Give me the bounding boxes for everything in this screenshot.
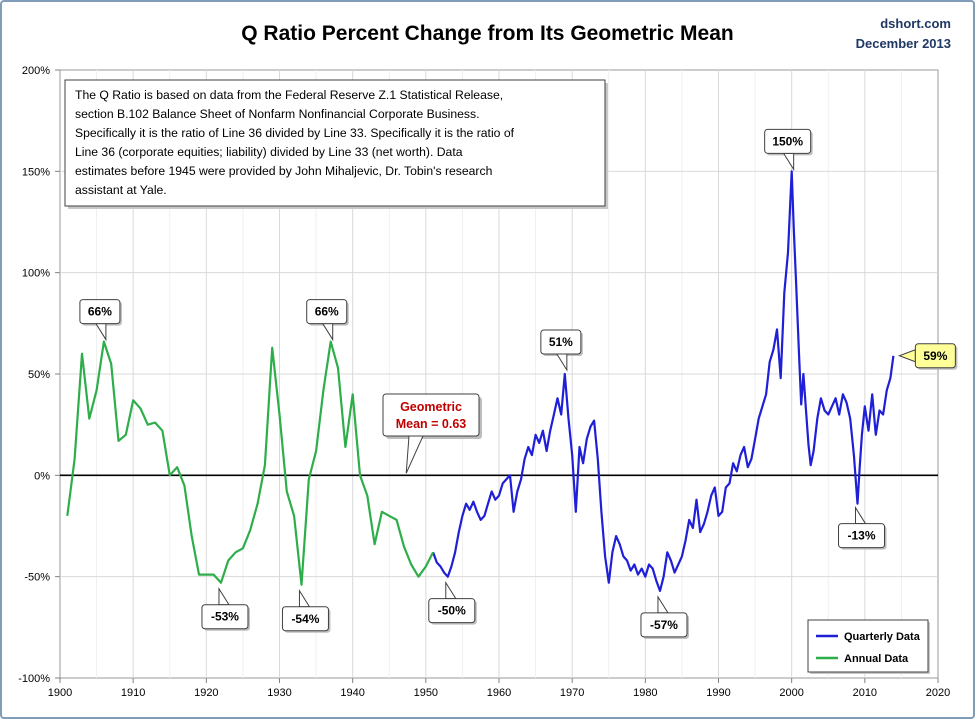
geometric-mean-callout: Geometric Mean = 0.63	[382, 393, 482, 474]
axes: 1900 1910 1920 1930 1940 1950 1960 1970 1980 1990…	[18, 65, 950, 699]
callout-neg13pct: -13%	[838, 505, 887, 550]
x-tick-label: 2020	[926, 687, 950, 699]
x-tick-label: 2000	[779, 687, 803, 699]
callout-box	[540, 329, 582, 355]
callout-neg53pct: -53%	[201, 587, 250, 631]
callout-box	[201, 604, 249, 630]
x-tick-label: 1980	[633, 687, 657, 699]
callout-box	[640, 612, 688, 638]
note-line: The Q Ratio is based on data from the Fe…	[75, 88, 503, 102]
source-credit: dshort.com December 2013	[856, 14, 951, 54]
x-tick-label: 1950	[414, 687, 438, 699]
y-tick-label: 200%	[22, 65, 50, 77]
mean-label-line1: Geometric	[400, 400, 462, 414]
x-tick-label: 1990	[706, 687, 730, 699]
callout-neg54pct: -54%	[281, 589, 331, 633]
y-tick-label: 100%	[22, 268, 50, 280]
mean-label-line2: Mean = 0.63	[396, 417, 467, 431]
callout-59pct: 59%	[897, 343, 958, 370]
callout-neg50pct: -50%	[428, 580, 477, 625]
note-line: section B.102 Balance Sheet of Nonfarm N…	[75, 107, 479, 121]
note-line: estimates before 1945 were provided by J…	[75, 164, 492, 178]
series-line-annual-data	[66, 340, 435, 586]
callout-box	[281, 606, 329, 632]
callout-label: 51%	[549, 335, 573, 349]
x-tick-label: 1930	[267, 687, 291, 699]
x-tick-label: 1910	[121, 687, 145, 699]
callout-box	[764, 128, 812, 154]
x-tick-label: 1960	[487, 687, 511, 699]
legend-label: Quarterly Data	[844, 631, 921, 643]
callout-label: 66%	[88, 305, 112, 319]
note-line: Specifically it is the ratio of Line 36 …	[75, 126, 515, 140]
note-rect	[64, 79, 606, 207]
callout-box	[838, 523, 886, 549]
y-tick-label: -100%	[18, 673, 50, 685]
callout-label: -50%	[438, 604, 466, 618]
series-line-quarterly-data	[432, 170, 895, 592]
callout-label: 150%	[772, 134, 803, 148]
callout-box	[428, 598, 476, 624]
callout-51pct: 51%	[540, 329, 583, 372]
x-tick-label: 1900	[48, 687, 72, 699]
note-line: assistant at Yale.	[75, 183, 167, 197]
callout-label: -13%	[848, 529, 876, 543]
callout-66pct: 66%	[306, 299, 349, 342]
callout-box	[306, 299, 348, 325]
source-date: December 2013	[855, 36, 951, 51]
y-tick-label: 150%	[22, 166, 50, 178]
callout-neg57pct: -57%	[640, 595, 689, 639]
x-tick-label: 2010	[853, 687, 877, 699]
callout-label: -57%	[650, 618, 678, 632]
callout-label: -53%	[211, 610, 239, 624]
y-tick-label: 0%	[34, 470, 50, 482]
callouts: 66% 66% 51% 150% -53% -54% -50% -57% -13% 59%	[79, 128, 958, 639]
series-lines	[66, 170, 895, 592]
callout-66pct: 66%	[79, 299, 122, 342]
callout-label: 66%	[315, 305, 339, 319]
callout-box	[914, 343, 956, 369]
x-tick-label: 1940	[340, 687, 364, 699]
callout-150pct: 150%	[764, 128, 813, 172]
y-tick-label: 50%	[28, 369, 50, 381]
chart-title: Q Ratio Percent Change from Its Geometri…	[241, 22, 734, 45]
callout-label: -54%	[291, 612, 319, 626]
source-site: dshort.com	[880, 16, 951, 31]
note-line: Line 36 (corporate equities; liability) …	[75, 145, 463, 159]
mean-box	[382, 393, 480, 437]
x-tick-label: 1970	[560, 687, 584, 699]
callout-box	[79, 299, 121, 325]
legend-label: Annual Data	[844, 653, 909, 665]
callout-label: 59%	[923, 349, 947, 363]
note-box: The Q Ratio is based on data from the Fe…	[64, 79, 608, 209]
y-tick-label: -50%	[24, 572, 50, 584]
legend: Quarterly Data Annual Data	[807, 619, 930, 674]
x-tick-label: 1920	[194, 687, 218, 699]
legend-box	[807, 619, 929, 673]
